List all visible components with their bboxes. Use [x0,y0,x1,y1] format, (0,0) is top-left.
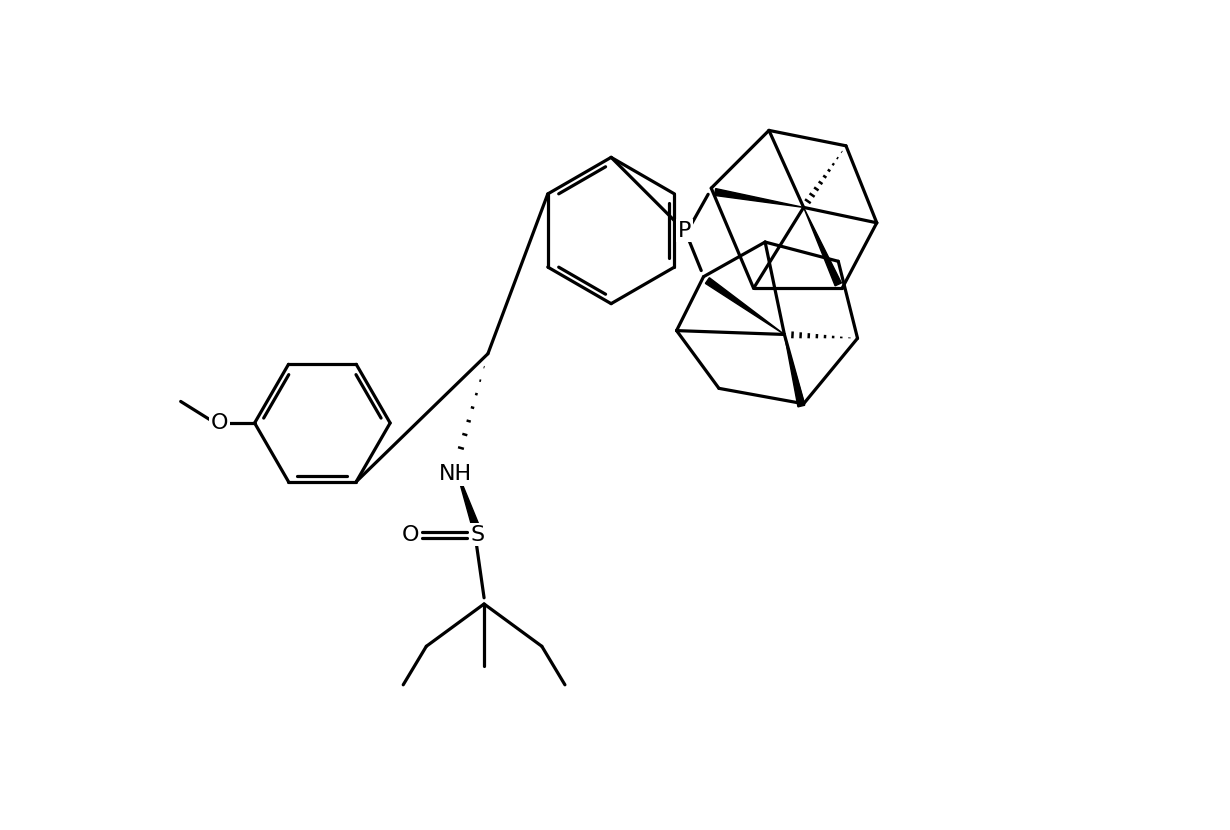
Polygon shape [803,208,841,286]
Polygon shape [455,467,480,530]
Text: S: S [471,525,485,544]
Polygon shape [785,334,804,407]
Polygon shape [705,278,785,334]
Text: P: P [678,221,691,241]
Text: O: O [210,413,228,433]
Polygon shape [715,188,803,208]
Text: NH: NH [439,464,472,484]
Text: O: O [402,525,419,544]
